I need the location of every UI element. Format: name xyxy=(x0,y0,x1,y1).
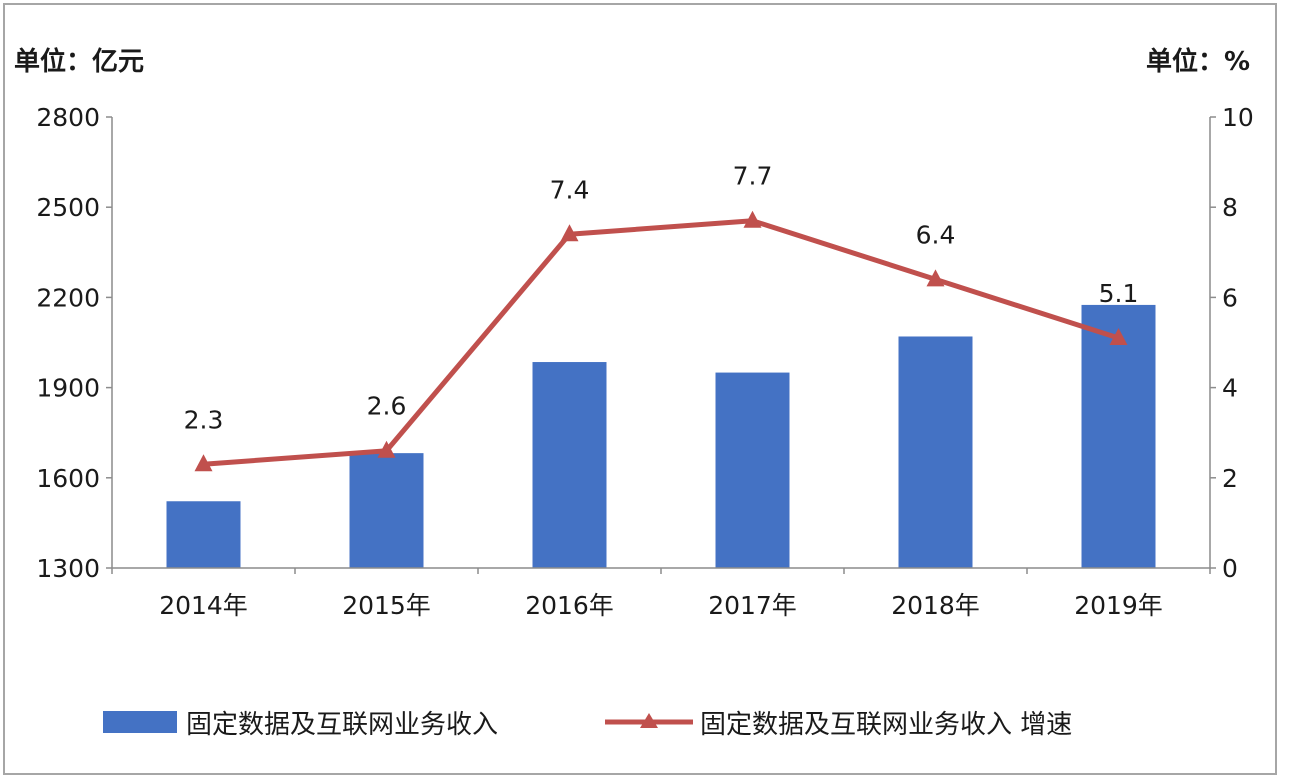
right-axis-tick-label: 4 xyxy=(1222,374,1238,403)
growth-data-label: 6.4 xyxy=(916,220,956,249)
x-axis-tick-label: 2019年 xyxy=(1074,591,1163,620)
right-axis-tick-label: 6 xyxy=(1222,283,1238,312)
growth-marker-2016年 xyxy=(560,224,579,242)
left-axis-tick-label: 2500 xyxy=(36,193,100,222)
growth-marker-2018年 xyxy=(926,269,945,287)
bar-2016年 xyxy=(532,362,607,568)
left-axis-tick-label: 1300 xyxy=(36,554,100,583)
left-axis-tick-label: 1900 xyxy=(36,374,100,403)
legend-swatch-marker xyxy=(640,713,658,728)
left-axis-unit-label: 单位：亿元 xyxy=(14,46,144,77)
growth-marker-2015年 xyxy=(377,440,396,458)
growth-marker-2014年 xyxy=(194,454,213,472)
legend: 固定数据及互联网业务收入 固定数据及互联网业务收入 增速 xyxy=(103,710,1072,740)
left-axis-tick-label: 2200 xyxy=(36,283,100,312)
growth-line xyxy=(203,218,1120,467)
x-axis-tick-label: 2018年 xyxy=(891,591,980,620)
x-axis: 2014年 2015年 2016年 2017年 2018年 2019年 xyxy=(111,567,1211,620)
growth-data-label: 5.1 xyxy=(1099,279,1139,308)
growth-data-label: 2.6 xyxy=(367,392,407,421)
growth-marker-2017年 xyxy=(743,210,762,228)
left-axis: 1300 1600 1900 2200 2500 2800 xyxy=(36,103,113,583)
line-series: 2.3 2.6 7.4 7.7 6.4 5.1 xyxy=(184,162,1139,472)
left-axis-tick-label: 1600 xyxy=(36,464,100,493)
growth-data-label: 7.7 xyxy=(733,162,773,191)
left-axis-tick-label: 2800 xyxy=(36,103,100,132)
chart-border xyxy=(3,3,1277,775)
x-axis-tick-label: 2014年 xyxy=(159,591,248,620)
right-axis-tick-label: 2 xyxy=(1222,464,1238,493)
bar-2014年 xyxy=(166,501,241,568)
bar-2019年 xyxy=(1081,304,1156,568)
right-axis-tick-label: 10 xyxy=(1222,103,1254,132)
bar-series xyxy=(166,304,1156,568)
x-axis-tick-label: 2015年 xyxy=(342,591,431,620)
bar-2017年 xyxy=(715,372,790,568)
x-axis-tick-label: 2017年 xyxy=(708,591,797,620)
right-axis-unit-label: 单位：% xyxy=(1146,46,1250,77)
growth-data-label: 2.3 xyxy=(184,405,224,434)
bar-2015年 xyxy=(349,453,424,568)
growth-data-label: 7.4 xyxy=(550,175,590,204)
right-axis: 0 2 4 6 8 10 xyxy=(1209,103,1254,583)
growth-marker-2019年 xyxy=(1109,327,1128,345)
legend-label-bar: 固定数据及互联网业务收入 xyxy=(186,710,498,740)
legend-swatch-bar xyxy=(103,711,177,733)
legend-label-line: 固定数据及互联网业务收入 增速 xyxy=(700,710,1072,740)
right-axis-tick-label: 0 xyxy=(1222,554,1238,583)
x-axis-tick-label: 2016年 xyxy=(525,591,614,620)
right-axis-tick-label: 8 xyxy=(1222,193,1238,222)
bar-2018年 xyxy=(898,336,973,568)
